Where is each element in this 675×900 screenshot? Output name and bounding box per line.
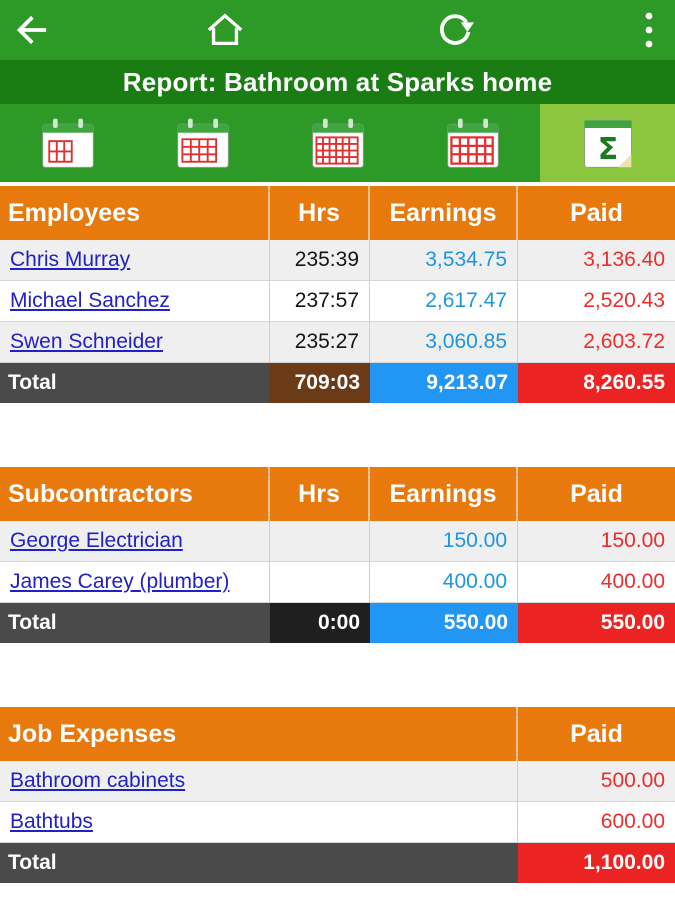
tab-summary-report[interactable]: Σ xyxy=(540,104,675,182)
paid-cell: 500.00 xyxy=(518,761,675,802)
table-row: Swen Schneider 235:27 3,060.85 2,603.72 xyxy=(0,322,675,363)
table-row: Bathroom cabinets 500.00 xyxy=(0,761,675,802)
paid-cell: 400.00 xyxy=(518,562,675,603)
earnings-cell: 400.00 xyxy=(370,562,518,603)
calendar-month-icon xyxy=(308,113,368,173)
subcontractors-header-title: Subcontractors xyxy=(0,467,270,521)
total-label: Total xyxy=(0,603,270,643)
total-earnings: 9,213.07 xyxy=(370,363,518,403)
calendar-period-icon xyxy=(443,113,503,173)
subcontractors-total-row: Total 0:00 550.00 550.00 xyxy=(0,603,675,643)
tab-calendar-week[interactable] xyxy=(135,104,270,182)
employees-total-row: Total 709:03 9,213.07 8,260.55 xyxy=(0,363,675,403)
total-paid: 8,260.55 xyxy=(518,363,675,403)
job-expenses-header-title: Job Expenses xyxy=(0,707,518,761)
title-bar: Report: Bathroom at Sparks home xyxy=(0,60,675,104)
earnings-cell: 3,060.85 xyxy=(370,322,518,363)
job-expenses-header-paid: Paid xyxy=(518,707,675,761)
employees-table: Employees Hrs Earnings Paid Chris Murray… xyxy=(0,186,675,403)
employee-link[interactable]: Chris Murray xyxy=(10,248,131,271)
table-row: Chris Murray 235:39 3,534.75 3,136.40 xyxy=(0,240,675,281)
expense-link[interactable]: Bathtubs xyxy=(10,810,93,833)
report-view-tabbar: Σ xyxy=(0,104,675,182)
hrs-cell xyxy=(270,562,370,603)
total-label: Total xyxy=(0,363,270,403)
job-expenses-total-row: Total 1,100.00 xyxy=(0,843,675,883)
paid-cell: 2,520.43 xyxy=(518,281,675,322)
table-row: James Carey (plumber) 400.00 400.00 xyxy=(0,562,675,603)
hrs-cell: 235:39 xyxy=(270,240,370,281)
job-expenses-table: Job Expenses Paid Bathroom cabinets 500.… xyxy=(0,707,675,883)
refresh-button[interactable] xyxy=(433,8,477,52)
employees-header-title: Employees xyxy=(0,186,270,240)
subcontractors-header-earnings: Earnings xyxy=(370,467,518,521)
total-label: Total xyxy=(0,843,518,883)
svg-text:Σ: Σ xyxy=(597,132,618,167)
total-paid: 1,100.00 xyxy=(518,843,675,883)
earnings-cell: 3,534.75 xyxy=(370,240,518,281)
paid-cell: 150.00 xyxy=(518,521,675,562)
hrs-cell xyxy=(270,521,370,562)
paid-cell: 3,136.40 xyxy=(518,240,675,281)
summary-sigma-icon: Σ xyxy=(578,113,638,173)
home-icon xyxy=(204,9,246,51)
employees-header-paid: Paid xyxy=(518,186,675,240)
overflow-menu-button[interactable] xyxy=(627,8,671,52)
hrs-cell: 235:27 xyxy=(270,322,370,363)
hrs-cell: 237:57 xyxy=(270,281,370,322)
expense-link[interactable]: Bathroom cabinets xyxy=(10,769,186,792)
page-title: Report: Bathroom at Sparks home xyxy=(122,66,553,97)
overflow-menu-icon xyxy=(642,10,656,50)
calendar-day-icon xyxy=(38,113,98,173)
tab-calendar-period[interactable] xyxy=(405,104,540,182)
top-action-bar xyxy=(0,0,675,60)
paid-cell: 2,603.72 xyxy=(518,322,675,363)
back-button[interactable] xyxy=(8,8,52,52)
employees-header-hrs: Hrs xyxy=(270,186,370,240)
home-button[interactable] xyxy=(203,8,247,52)
earnings-cell: 2,617.47 xyxy=(370,281,518,322)
job-expenses-header-row: Job Expenses Paid xyxy=(0,707,675,761)
total-hrs: 709:03 xyxy=(270,363,370,403)
back-arrow-icon xyxy=(11,11,49,49)
calendar-week-icon xyxy=(173,113,233,173)
subcontractors-header-row: Subcontractors Hrs Earnings Paid xyxy=(0,467,675,521)
tab-calendar-day[interactable] xyxy=(0,104,135,182)
subcontractors-header-hrs: Hrs xyxy=(270,467,370,521)
total-hrs: 0:00 xyxy=(270,603,370,643)
refresh-icon xyxy=(434,9,476,51)
table-row: Michael Sanchez 237:57 2,617.47 2,520.43 xyxy=(0,281,675,322)
subcontractor-link[interactable]: George Electrician xyxy=(10,529,183,552)
table-row: George Electrician 150.00 150.00 xyxy=(0,521,675,562)
employees-header-earnings: Earnings xyxy=(370,186,518,240)
total-earnings: 550.00 xyxy=(370,603,518,643)
table-row: Bathtubs 600.00 xyxy=(0,802,675,843)
employee-link[interactable]: Michael Sanchez xyxy=(10,289,170,312)
employee-link[interactable]: Swen Schneider xyxy=(10,330,163,353)
subcontractor-link[interactable]: James Carey (plumber) xyxy=(10,570,230,593)
subcontractors-table: Subcontractors Hrs Earnings Paid George … xyxy=(0,467,675,643)
total-paid: 550.00 xyxy=(518,603,675,643)
subcontractors-header-paid: Paid xyxy=(518,467,675,521)
employees-header-row: Employees Hrs Earnings Paid xyxy=(0,186,675,240)
earnings-cell: 150.00 xyxy=(370,521,518,562)
paid-cell: 600.00 xyxy=(518,802,675,843)
tab-calendar-month[interactable] xyxy=(270,104,405,182)
